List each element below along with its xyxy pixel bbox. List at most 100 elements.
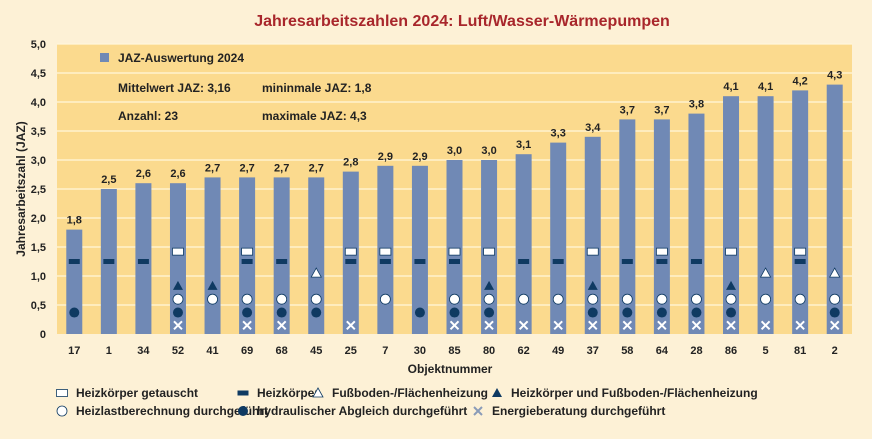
marker-hk_fbh-icon [484,280,495,290]
bar-41 [204,177,221,334]
data-label: 2,9 [378,151,393,163]
data-label: 3,4 [585,122,601,134]
marker-beratung-icon [622,320,633,331]
marker-abgleich-icon [311,307,322,318]
marker-beratung-icon [588,320,598,331]
x-tick-label: 86 [725,345,737,357]
x-tick-label: 68 [276,345,288,357]
x-tick-label: 34 [137,345,150,357]
legend-label: Heizkörper und Fußboden-/Flächenheizung [511,386,758,400]
marker-abgleich-icon [69,307,80,318]
marker-heizlast-icon [552,293,564,305]
data-label: 2,5 [101,174,116,186]
marker-hk-icon [276,259,288,264]
x-axis-ticks: 17 1 34 52 41 69 68 45 25 7 30 85 80 62 49 37 58 64 28 86 5 8… [68,345,838,357]
bar-58 [619,119,636,335]
marker-heizlast-icon [483,293,495,305]
x-tick-label: 37 [587,345,599,357]
marker-hk_fbh-icon [587,280,598,290]
marker-hk_getauscht-icon [344,247,357,256]
y-tick-label: 0,5 [31,300,46,312]
marker-heizlast-icon [760,293,771,305]
marker-hk-icon [794,259,806,264]
marker-hk-icon [137,259,149,264]
marker-heizlast-icon [725,293,737,305]
marker-heizlast-icon [829,293,841,305]
marker-hk-icon [690,259,702,264]
marker-abgleich-icon [587,307,598,318]
y-tick-label: 3,0 [31,155,46,167]
marker-hk_getauscht-icon [379,247,392,256]
x-tick-label: 2 [832,345,838,357]
legend-hk_fbh-icon [492,388,502,397]
marker-hk_fbh-icon [207,280,218,290]
bar-49 [550,142,567,334]
marker-abgleich-icon [656,307,667,318]
marker-hk-icon [345,259,357,264]
marker-fbh-icon [759,267,772,278]
marker-hk_getauscht-icon [655,247,668,256]
bar-34 [135,183,152,334]
x-axis-label: Objektnummer [408,362,493,376]
x-tick-label: 80 [483,345,495,357]
x-tick-label: 52 [172,345,184,357]
marker-abgleich-icon [691,307,702,318]
y-tick-label: 1,5 [31,242,46,254]
bar-81 [792,90,809,335]
marker-heizlast-icon [691,293,702,305]
data-label: 3,7 [654,104,669,116]
legend-label: Heizkörper [257,386,319,400]
marker-hk_getauscht-icon [725,247,737,256]
legend-label: hydraulischer Abgleich durchgeführt [257,404,467,418]
x-tick-label: 81 [794,345,806,357]
x-tick-label: 64 [656,345,669,357]
data-label: 3,1 [516,139,531,151]
marker-fbh-icon [310,267,322,278]
data-label: 2,7 [309,162,324,174]
bar-80 [481,160,498,334]
marker-hk_getauscht-icon [448,247,461,256]
marker-hk-icon [379,259,391,264]
marker-heizlast-icon [207,293,218,305]
marker-beratung-icon [242,320,252,331]
bar-28 [688,113,705,334]
x-tick-label: 7 [382,345,388,357]
marker-beratung-icon [830,320,840,331]
legend-series-label: JAZ-Auswertung 2024 [118,51,244,65]
marker-beratung-icon [657,320,667,331]
marker-abgleich-icon [242,307,253,318]
chart-title: Jahresarbeitszahlen 2024: Luft/Wasser-Wä… [254,13,670,30]
bar-45 [308,177,325,334]
marker-hk_getauscht-icon [483,247,495,256]
y-tick-label: 1,0 [31,271,46,283]
bar-68 [273,177,290,334]
marker-beratung-icon [346,320,356,331]
marker-hk-icon [414,259,426,264]
y-axis-label: Jahresarbeitszahl (JAZ) [14,121,28,256]
data-label: 2,6 [170,168,185,180]
marker-heizlast-icon [379,293,391,305]
marker-beratung-icon [173,320,183,331]
data-label: 2,9 [412,151,427,163]
marker-beratung-icon [691,320,702,331]
x-tick-label: 25 [345,345,357,357]
data-label: 3,0 [447,145,462,157]
marker-beratung-icon [553,320,563,331]
legend-label: Energieberatung durchgeführt [492,404,665,418]
data-label: 4,2 [793,75,808,87]
marker-fbh-icon [829,267,841,278]
data-label: 2,6 [136,168,151,180]
data-label: 4,1 [723,81,738,93]
marker-hk-icon [68,259,80,264]
data-label: 4,3 [827,70,842,82]
x-tick-label: 17 [68,345,80,357]
data-label: 2,7 [205,162,220,174]
data-label: 3,0 [481,145,496,157]
x-tick-label: 30 [414,345,426,357]
data-label: 2,7 [239,162,254,174]
marker-hk_getauscht-icon [241,247,254,256]
y-tick-label: 4,5 [31,68,46,80]
stat-min: mininmale JAZ: 1,8 [262,81,372,95]
legend-label: Fußboden-/Flächenheizung [332,386,488,400]
marker-abgleich-icon [414,307,425,318]
